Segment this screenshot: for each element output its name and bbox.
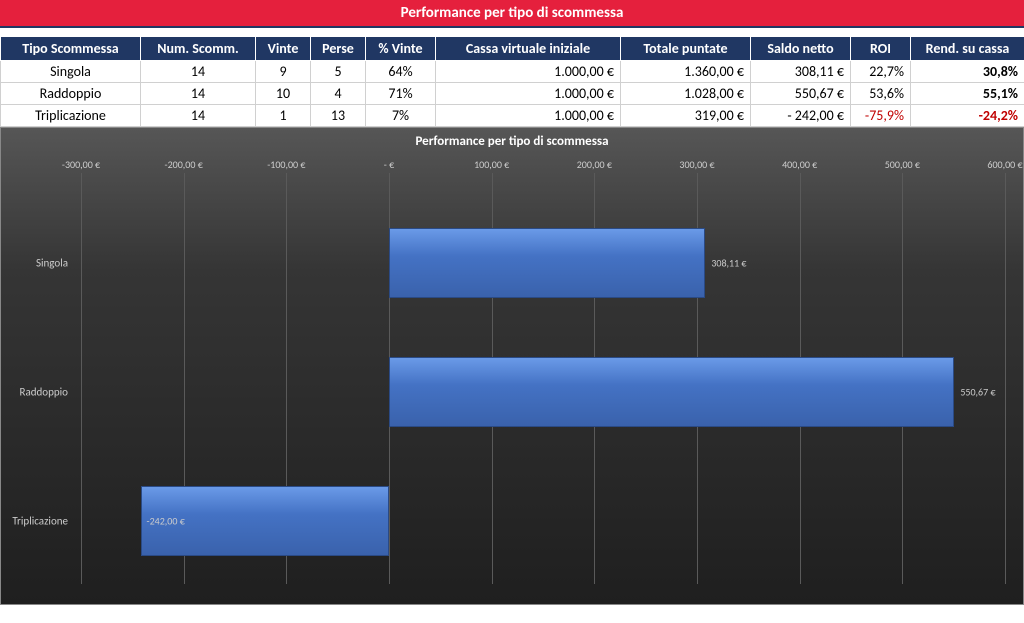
cell: 22,7% (851, 61, 911, 83)
bar (389, 357, 954, 427)
cell: -24,2% (911, 105, 1024, 127)
cell: 5 (311, 61, 366, 83)
cell: 14 (141, 105, 256, 127)
cell: 13 (311, 105, 366, 127)
y-axis-category-label: Raddoppio (1, 386, 76, 399)
column-header: Totale puntate (621, 37, 751, 61)
column-header: Tipo Scommessa (1, 37, 141, 61)
column-header: Perse (311, 37, 366, 61)
column-header: Rend. su cassa (911, 37, 1024, 61)
cell: - 242,00 € (751, 105, 851, 127)
bar-value-label: 308,11 € (711, 256, 746, 269)
column-header: % Vinte (366, 37, 436, 61)
cell: 55,1% (911, 83, 1024, 105)
bar (389, 228, 705, 298)
cell: 1.360,00 € (621, 61, 751, 83)
y-axis-category-label: Triplicazione (1, 515, 76, 528)
cell: 30,8% (911, 61, 1024, 83)
cell: 308,11 € (751, 61, 851, 83)
x-axis-tick-label: -200,00 € (165, 158, 203, 171)
cell: 1.028,00 € (621, 83, 751, 105)
title-bar: Performance per tipo di scommessa (0, 0, 1024, 28)
column-header: Cassa virtuale iniziale (436, 37, 621, 61)
column-header: Saldo netto (751, 37, 851, 61)
chart-title: Performance per tipo di scommessa (1, 128, 1023, 151)
cell: 319,00 € (621, 105, 751, 127)
x-axis-tick-label: -300,00 € (62, 158, 100, 171)
cell: Singola (1, 61, 141, 83)
cell: Raddoppio (1, 83, 141, 105)
x-axis-tick-label: 500,00 € (885, 158, 920, 171)
cell: 1.000,00 € (436, 83, 621, 105)
table-header-row: Tipo ScommessaNum. Scomm.VintePerse% Vin… (1, 37, 1024, 61)
cell: 9 (256, 61, 311, 83)
table-row: Triplicazione141137%1.000,00 €319,00 €- … (1, 105, 1024, 127)
gridline (1005, 173, 1006, 584)
cell: 10 (256, 83, 311, 105)
cell: 14 (141, 61, 256, 83)
bar-value-label: 550,67 € (960, 386, 995, 399)
table-row: Raddoppio1410471%1.000,00 €1.028,00 €550… (1, 83, 1024, 105)
cell: -75,9% (851, 105, 911, 127)
x-axis-tick-label: - € (384, 158, 394, 171)
cell: 53,6% (851, 83, 911, 105)
table-row: Singola149564%1.000,00 €1.360,00 €308,11… (1, 61, 1024, 83)
cell: 1.000,00 € (436, 105, 621, 127)
x-axis-tick-label: 300,00 € (679, 158, 714, 171)
column-header: Num. Scomm. (141, 37, 256, 61)
cell: 64% (366, 61, 436, 83)
spacer (0, 28, 1024, 36)
page-title: Performance per tipo di scommessa (401, 4, 624, 22)
chart-plot-area: -300,00 €-200,00 €-100,00 €- €100,00 €20… (81, 158, 1003, 584)
gridline (81, 173, 82, 584)
y-axis-category-label: Singola (1, 256, 76, 269)
performance-table: Tipo ScommessaNum. Scomm.VintePerse% Vin… (0, 36, 1024, 127)
cell: 550,67 € (751, 83, 851, 105)
table-body: Singola149564%1.000,00 €1.360,00 €308,11… (1, 61, 1024, 127)
x-axis-tick-label: 400,00 € (782, 158, 817, 171)
column-header: ROI (851, 37, 911, 61)
bar-chart: Performance per tipo di scommessa -300,0… (0, 127, 1024, 605)
cell: Triplicazione (1, 105, 141, 127)
x-axis-tick-label: 200,00 € (577, 158, 612, 171)
x-axis-tick-label: 100,00 € (474, 158, 509, 171)
cell: 4 (311, 83, 366, 105)
bar-value-label: -242,00 € (147, 515, 185, 528)
cell: 71% (366, 83, 436, 105)
cell: 1.000,00 € (436, 61, 621, 83)
cell: 14 (141, 83, 256, 105)
x-axis-tick-label: -100,00 € (267, 158, 305, 171)
x-axis-tick-label: 600,00 € (987, 158, 1022, 171)
cell: 1 (256, 105, 311, 127)
cell: 7% (366, 105, 436, 127)
column-header: Vinte (256, 37, 311, 61)
